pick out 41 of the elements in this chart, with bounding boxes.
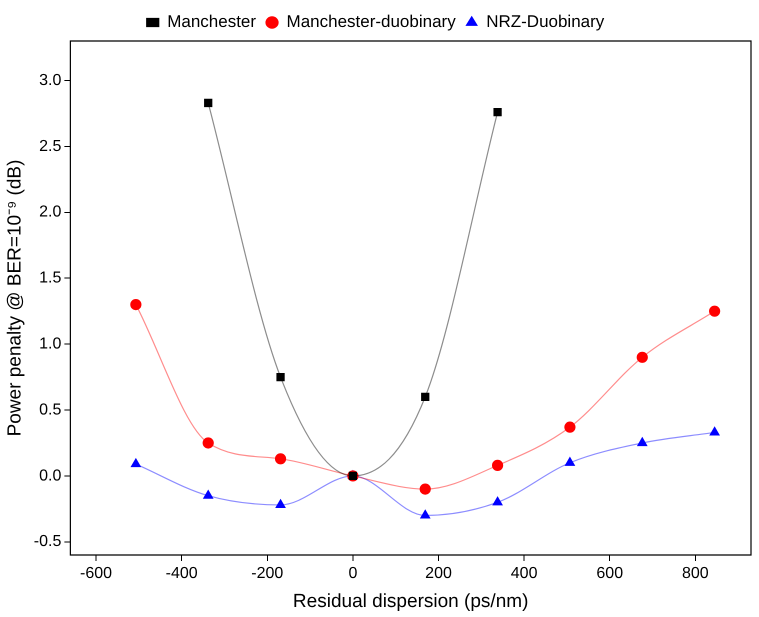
point <box>637 437 648 446</box>
point <box>421 392 430 401</box>
point <box>636 352 648 363</box>
x-tick-label: -400 <box>166 565 198 582</box>
x-tick-label: 400 <box>510 565 538 582</box>
point <box>710 426 720 436</box>
x-tick-label: 0 <box>348 565 358 582</box>
y-tick-label: 1.5 <box>39 270 62 287</box>
y-tick-label: -0.5 <box>34 533 62 550</box>
x-tick-label: 800 <box>682 565 709 582</box>
point <box>130 458 141 468</box>
point <box>492 460 504 471</box>
point <box>276 499 286 508</box>
y-tick-label: 3.0 <box>39 72 62 89</box>
point <box>492 496 503 506</box>
point <box>709 306 720 317</box>
point <box>204 98 212 108</box>
point <box>203 490 214 499</box>
point <box>130 298 142 310</box>
point <box>202 437 214 449</box>
point <box>420 510 430 519</box>
y-tick-label: 2.5 <box>39 138 62 155</box>
x-axis-title: Residual dispersion (ps/nm) <box>292 590 528 612</box>
x-tick-label: -200 <box>251 565 284 582</box>
y-tick-label: 2.0 <box>39 204 62 221</box>
legend-label: Manchester <box>167 12 256 32</box>
y-tick-label: 0.5 <box>39 401 62 418</box>
x-tick-label: 200 <box>425 565 452 582</box>
legend-label: NRZ-Duobinary <box>486 12 605 32</box>
point <box>420 484 431 495</box>
x-tick-label: -600 <box>80 565 112 582</box>
y-tick-label: 1.0 <box>39 336 62 353</box>
point <box>564 457 575 466</box>
x-tick-label: 600 <box>596 565 624 582</box>
point <box>564 422 576 433</box>
point <box>493 108 502 116</box>
point <box>274 453 286 464</box>
y-axis-title: Power penalty @ BER=10⁻⁹ (dB) <box>4 160 26 436</box>
legend-label: Manchester-duobinary <box>286 12 456 32</box>
y-tick-label: 0.0 <box>39 467 62 484</box>
point <box>276 372 285 382</box>
